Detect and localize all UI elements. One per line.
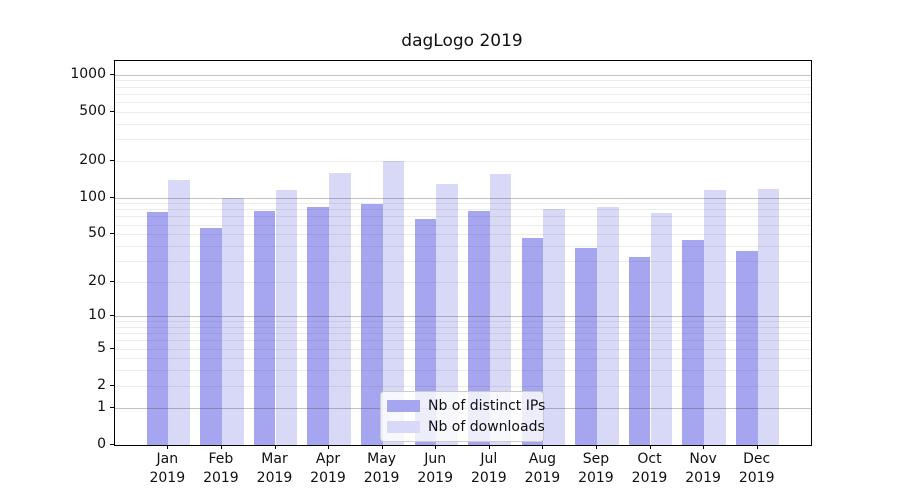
bar-nov-downloads bbox=[704, 190, 726, 445]
bar-mar-downloads bbox=[275, 189, 298, 445]
y-tick-label: 10 bbox=[88, 307, 106, 324]
legend: Nb of distinct IPs Nb of downloads bbox=[380, 391, 545, 442]
x-tick-label-dec: Dec 2019 bbox=[738, 451, 775, 486]
x-tick-label-apr: Apr 2019 bbox=[310, 451, 346, 486]
x-tick-mark bbox=[381, 445, 383, 449]
x-tick-label-mar: Mar 2019 bbox=[256, 451, 293, 486]
x-tick-mark bbox=[595, 445, 597, 449]
bar-sep-downloads bbox=[596, 206, 619, 445]
y-tick-mark bbox=[110, 233, 114, 235]
x-tick-mark bbox=[328, 445, 329, 449]
y-tick-mark bbox=[110, 110, 114, 112]
legend-entry-downloads: Nb of downloads bbox=[387, 419, 545, 435]
bar-jul-distinct-ips bbox=[468, 210, 490, 445]
x-tick-label-jul: Jul 2019 bbox=[470, 451, 507, 486]
x-tick-mark bbox=[435, 445, 437, 449]
bar-dec-downloads bbox=[757, 188, 780, 445]
legend-swatch-downloads-icon bbox=[387, 421, 420, 433]
plot-area: Nb of distinct IPs Nb of downloads bbox=[114, 60, 812, 446]
x-tick-mark bbox=[220, 445, 222, 449]
y-tick-label: 1 bbox=[97, 398, 106, 415]
x-tick-label-sep: Sep 2019 bbox=[578, 451, 614, 486]
y-tick-label: 2 bbox=[97, 376, 106, 393]
x-tick-label-feb: Feb 2019 bbox=[203, 451, 239, 486]
bar-mar-distinct-ips bbox=[253, 210, 276, 445]
bar-jun-downloads bbox=[436, 183, 458, 445]
chart-title: dagLogo 2019 bbox=[401, 31, 523, 51]
legend-label-downloads: Nb of downloads bbox=[428, 419, 545, 435]
bars-layer bbox=[115, 61, 811, 445]
x-tick-mark bbox=[488, 445, 490, 449]
x-tick-mark bbox=[703, 445, 705, 449]
bar-feb-downloads bbox=[221, 197, 244, 445]
x-tick-mark bbox=[167, 445, 169, 449]
y-tick-label: 200 bbox=[79, 151, 106, 168]
bar-nov-distinct-ips bbox=[682, 239, 705, 445]
x-tick-label-jun: Jun 2019 bbox=[417, 451, 453, 486]
y-tick-mark bbox=[110, 384, 114, 386]
x-tick-label-nov: Nov 2019 bbox=[685, 451, 721, 486]
bar-sep-distinct-ips bbox=[575, 248, 597, 445]
y-tick-mark bbox=[110, 280, 114, 282]
x-tick-mark bbox=[756, 445, 758, 449]
bar-jul-downloads bbox=[489, 173, 512, 445]
y-tick-label: 500 bbox=[79, 102, 106, 119]
y-tick-mark bbox=[110, 159, 114, 161]
legend-label-distinct-ips: Nb of distinct IPs bbox=[428, 398, 546, 414]
bar-aug-downloads bbox=[543, 209, 566, 445]
y-tick-mark bbox=[110, 444, 114, 445]
bar-jan-distinct-ips bbox=[146, 212, 169, 445]
x-tick-label-aug: Aug 2019 bbox=[524, 451, 561, 486]
x-tick-mark bbox=[274, 445, 276, 449]
legend-swatch-distinct-ips-icon bbox=[387, 400, 420, 412]
x-tick-label-jan: Jan 2019 bbox=[149, 451, 186, 486]
bar-apr-distinct-ips bbox=[307, 206, 329, 445]
y-tick-label: 0 bbox=[97, 436, 106, 452]
x-tick-mark bbox=[542, 445, 544, 449]
x-tick-mark bbox=[649, 445, 651, 449]
y-tick-label: 100 bbox=[79, 188, 106, 205]
y-tick-label: 5 bbox=[97, 339, 106, 356]
y-tick-mark bbox=[110, 73, 114, 75]
bar-jan-downloads bbox=[168, 179, 190, 445]
y-tick-label: 1000 bbox=[70, 65, 106, 82]
y-tick-mark bbox=[110, 406, 114, 408]
x-tick-label-oct: Oct 2019 bbox=[631, 451, 668, 486]
bar-feb-distinct-ips bbox=[200, 228, 222, 445]
bar-apr-downloads bbox=[329, 172, 351, 445]
y-tick-mark bbox=[110, 196, 114, 198]
bar-oct-downloads bbox=[650, 213, 673, 445]
y-tick-mark bbox=[110, 315, 114, 317]
bar-may-distinct-ips bbox=[360, 204, 383, 445]
y-tick-label: 20 bbox=[88, 272, 106, 289]
bar-oct-distinct-ips bbox=[628, 257, 651, 445]
bar-may-downloads bbox=[382, 160, 405, 445]
bar-jun-distinct-ips bbox=[414, 219, 437, 445]
x-tick-label-may: May 2019 bbox=[363, 451, 400, 486]
bar-dec-distinct-ips bbox=[736, 251, 758, 445]
y-tick-mark bbox=[110, 347, 114, 349]
y-tick-label: 50 bbox=[88, 225, 106, 242]
legend-entry-distinct-ips: Nb of distinct IPs bbox=[387, 398, 545, 414]
